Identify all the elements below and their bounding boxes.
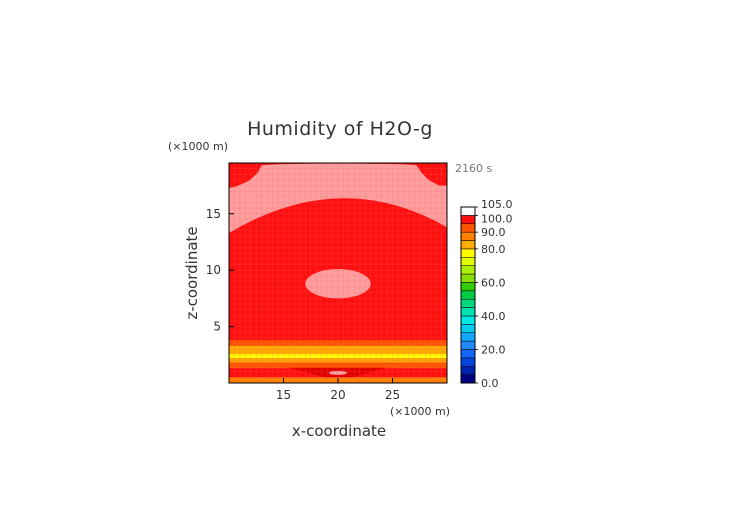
colorbar-level <box>460 282 476 292</box>
y-tick-label: 5 <box>213 320 221 334</box>
y-tick-label: 15 <box>206 207 221 221</box>
colorbar-level <box>460 324 476 333</box>
plot-grid <box>229 163 447 383</box>
colorbar-level <box>460 349 476 359</box>
colorbar <box>460 206 476 384</box>
colorbar-level <box>460 340 476 350</box>
colorbar-label: 0.0 <box>481 377 499 390</box>
colorbar-level <box>460 206 476 216</box>
colorbar-level <box>460 248 476 258</box>
colorbar-label: 90.0 <box>481 226 506 239</box>
x-axis-label: x-coordinate <box>292 422 386 440</box>
colorbar-level <box>460 231 476 241</box>
colorbar-label: 20.0 <box>481 343 506 356</box>
time-label: 2160 s <box>455 162 492 175</box>
x-unit-label: (×1000 m) <box>390 405 450 418</box>
colorbar-level <box>460 374 476 384</box>
colorbar-level <box>460 298 476 308</box>
y-axis-label: z-coordinate <box>183 226 201 319</box>
colorbar-level <box>460 315 476 325</box>
colorbar-level <box>460 332 476 342</box>
colorbar-level <box>460 223 476 233</box>
colorbar-level <box>460 215 476 225</box>
colorbar-frame <box>460 206 476 384</box>
colorbar-label: 80.0 <box>481 243 506 256</box>
colorbar-level <box>460 307 476 317</box>
colorbar-label: 60.0 <box>481 276 506 289</box>
colorbar-level <box>460 265 476 275</box>
y-axis-ticks: 5 10 15 <box>206 207 234 334</box>
x-tick-label: 15 <box>276 388 291 402</box>
x-axis-ticks: 15 20 25 <box>276 378 400 402</box>
y-tick-label: 10 <box>206 263 221 277</box>
colorbar-label: 40.0 <box>481 310 506 323</box>
colorbar-label: 100.0 <box>481 212 513 225</box>
colorbar-level <box>460 290 476 300</box>
x-tick-label: 25 <box>385 388 400 402</box>
colorbar-level <box>460 240 476 250</box>
colorbar-level <box>460 273 476 283</box>
colorbar-label: 105.0 <box>481 198 513 211</box>
x-tick-label: 20 <box>330 388 345 402</box>
colorbar-level <box>460 357 476 367</box>
chart-title: Humidity of H2O-g <box>247 118 433 140</box>
colorbar-level <box>460 257 476 266</box>
y-unit-label: (×1000 m) <box>168 140 228 153</box>
colorbar-level <box>460 365 476 375</box>
